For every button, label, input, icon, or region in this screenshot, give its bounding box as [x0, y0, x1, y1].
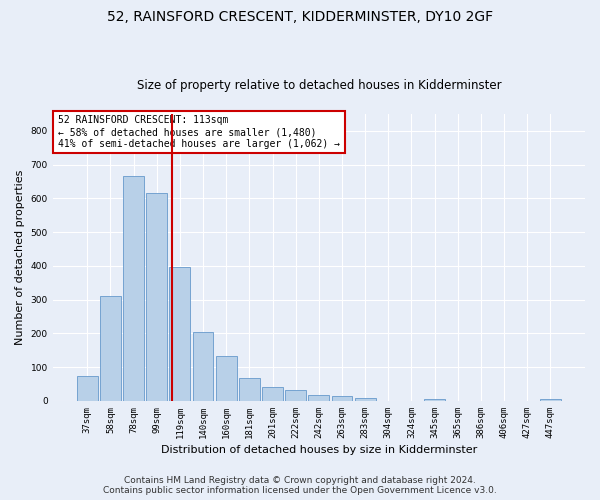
Y-axis label: Number of detached properties: Number of detached properties: [15, 170, 25, 345]
Bar: [100, 296, 121, 401]
X-axis label: Distribution of detached houses by size in Kidderminster: Distribution of detached houses by size …: [161, 445, 477, 455]
Bar: [193, 332, 214, 401]
Bar: [285, 390, 306, 401]
Bar: [169, 267, 190, 401]
Bar: [262, 388, 283, 401]
Text: 52, RAINSFORD CRESCENT, KIDDERMINSTER, DY10 2GF: 52, RAINSFORD CRESCENT, KIDDERMINSTER, D…: [107, 10, 493, 24]
Bar: [77, 376, 98, 401]
Bar: [239, 378, 260, 401]
Bar: [308, 395, 329, 401]
Bar: [216, 356, 236, 401]
Title: Size of property relative to detached houses in Kidderminster: Size of property relative to detached ho…: [137, 79, 501, 92]
Bar: [332, 396, 352, 401]
Bar: [355, 398, 376, 401]
Bar: [146, 194, 167, 401]
Bar: [123, 176, 144, 401]
Text: 52 RAINSFORD CRESCENT: 113sqm
← 58% of detached houses are smaller (1,480)
41% o: 52 RAINSFORD CRESCENT: 113sqm ← 58% of d…: [58, 116, 340, 148]
Bar: [540, 398, 561, 401]
Bar: [424, 399, 445, 401]
Text: Contains HM Land Registry data © Crown copyright and database right 2024.
Contai: Contains HM Land Registry data © Crown c…: [103, 476, 497, 495]
